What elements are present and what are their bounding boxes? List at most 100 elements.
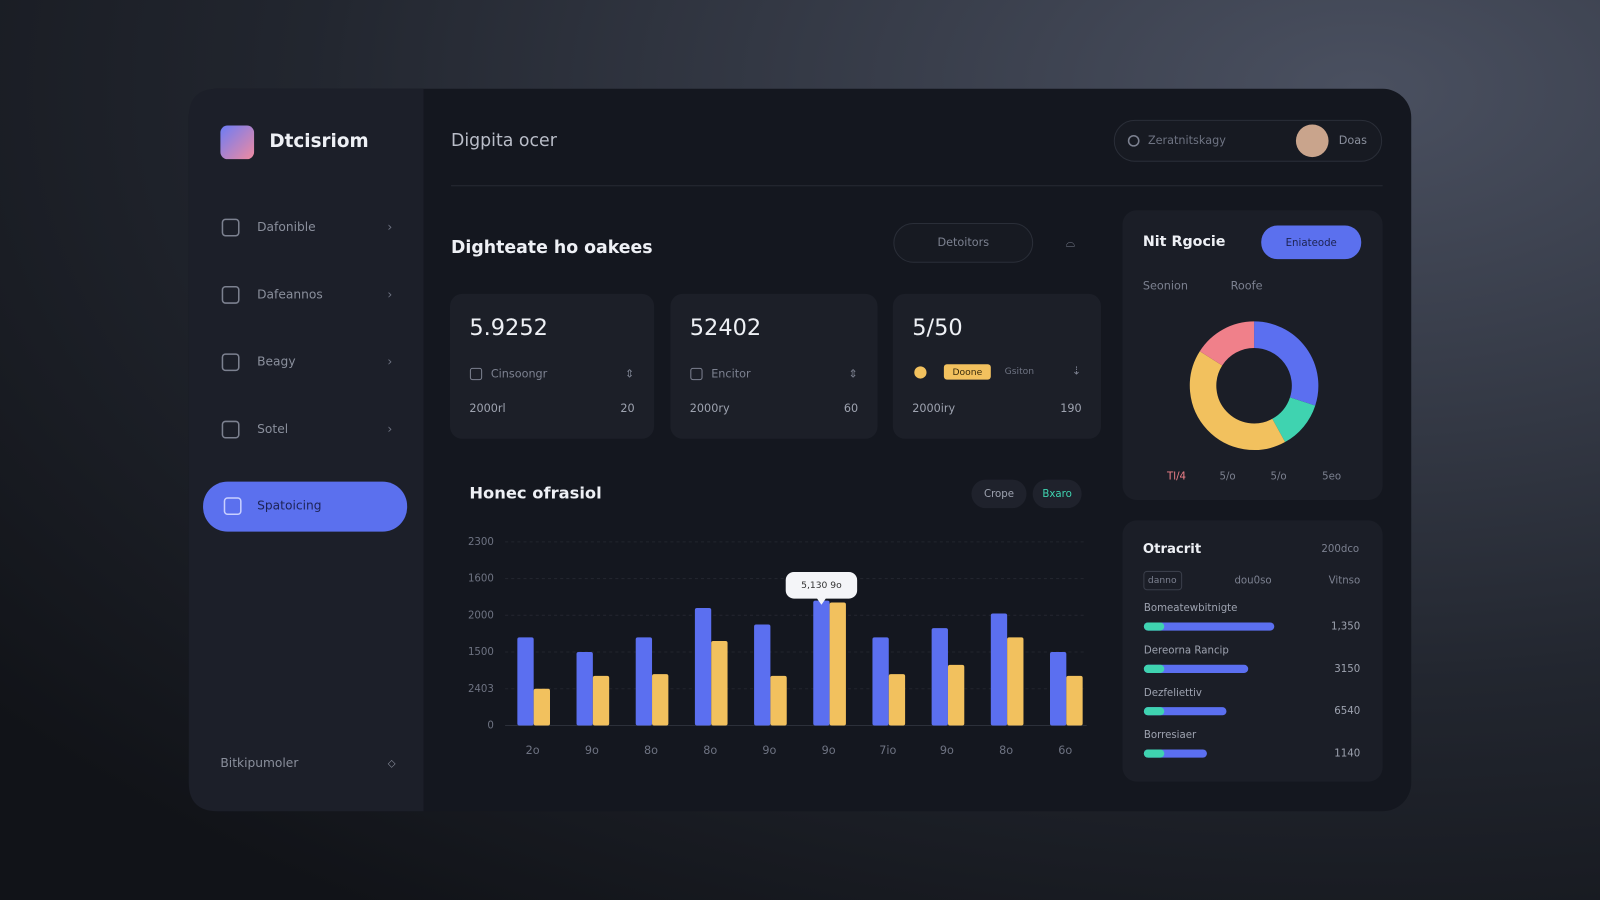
donut-subhead: Roofe xyxy=(1231,280,1263,293)
bar xyxy=(770,675,787,726)
avatar[interactable] xyxy=(1295,124,1329,158)
tab[interactable]: Vitnso xyxy=(1329,576,1361,587)
tooltip xyxy=(785,572,858,599)
nav-chevron: › xyxy=(387,220,392,234)
stat-action[interactable]: ⇕ xyxy=(848,367,857,380)
progress-accent xyxy=(1143,622,1165,631)
progress-accent xyxy=(1143,664,1165,673)
app-window xyxy=(188,88,1412,812)
list-panel xyxy=(1122,520,1383,782)
bar xyxy=(990,613,1008,726)
panel-button[interactable] xyxy=(1261,225,1362,260)
bar xyxy=(517,637,534,726)
row-value: 6540 xyxy=(1334,706,1360,717)
stat-value: 52402 xyxy=(690,315,761,341)
more-icon[interactable]: ⌓ xyxy=(1066,235,1076,249)
row-name: Dereorna Rancip xyxy=(1144,646,1229,657)
bar xyxy=(931,628,948,726)
bar xyxy=(829,602,846,726)
tab[interactable]: dou0so xyxy=(1234,576,1271,587)
x-tick-label: 8o xyxy=(703,744,717,757)
stat-period: 2000ry xyxy=(690,402,730,415)
y-tick-label: 2000 xyxy=(468,610,494,621)
user-name: Doas xyxy=(1339,134,1367,147)
panel-button-label: Eniateode xyxy=(1286,238,1337,249)
tab-box[interactable] xyxy=(1143,570,1183,591)
stat-period: 2000iry xyxy=(912,402,955,415)
chart-toggle-label: Bxaro xyxy=(1042,489,1071,500)
x-tick-label: 2o xyxy=(526,744,540,757)
bar xyxy=(1050,652,1067,726)
list-panel-meta: 200dco xyxy=(1321,544,1359,555)
y-tick-label: 2300 xyxy=(468,537,494,548)
stat-icon xyxy=(690,367,703,381)
nav-icon xyxy=(221,285,240,304)
nav-label[interactable]: Dafonible xyxy=(257,220,316,234)
donut-panel-title: Nit Rgocie xyxy=(1143,234,1226,250)
row-name: Dezfeliettiv xyxy=(1144,688,1202,699)
progress-accent xyxy=(1143,707,1165,716)
donut-segment xyxy=(1253,321,1319,406)
bar xyxy=(652,674,669,726)
stat-label: Cinsoongr xyxy=(491,367,548,380)
nav-icon xyxy=(221,353,240,372)
bar xyxy=(754,624,771,726)
donut-legend-label: Tl/4 xyxy=(1166,472,1186,483)
tab[interactable]: danno xyxy=(1148,575,1177,586)
page-title: Digpita ocer xyxy=(451,131,558,151)
donut-legend-label: 5/o xyxy=(1270,472,1286,483)
bar xyxy=(576,652,593,726)
chart-toggle[interactable] xyxy=(971,479,1027,509)
bar xyxy=(1007,637,1024,726)
chart-toggle[interactable] xyxy=(1032,479,1082,509)
stat-action[interactable]: ⇕ xyxy=(625,367,634,380)
x-tick-label: 6o xyxy=(1058,744,1072,757)
search-placeholder: Zeratnitskagy xyxy=(1148,134,1226,147)
row-value: 1,350 xyxy=(1331,622,1360,633)
nav-label[interactable]: Dafeannos xyxy=(257,287,323,301)
row-name: Bomeatewbitnigte xyxy=(1144,603,1238,614)
chart-title: Honec ofrasiol xyxy=(469,483,601,502)
brand: Dtcisriom xyxy=(269,131,368,152)
y-tick-label: 2403 xyxy=(468,684,494,695)
progress-bar xyxy=(1143,664,1249,673)
x-tick-label: 8o xyxy=(644,744,658,757)
bar xyxy=(592,675,610,726)
stat-icon xyxy=(469,367,483,381)
stat-delta: 60 xyxy=(844,402,858,415)
bar xyxy=(533,688,550,726)
nav-label[interactable]: Spatoicing xyxy=(257,499,321,513)
x-tick-label: 9o xyxy=(940,744,954,757)
y-tick-label: 1600 xyxy=(468,574,494,585)
filter-button[interactable] xyxy=(893,222,1034,263)
nav-icon xyxy=(221,218,240,237)
bar xyxy=(888,674,906,726)
nav-label[interactable]: Sotel xyxy=(257,422,288,436)
donut-panel xyxy=(1122,210,1383,500)
x-tick-label: 7io xyxy=(879,744,896,757)
bar xyxy=(711,641,728,726)
footer-icon: ◇ xyxy=(388,758,396,769)
sidebar-footer[interactable]: Bitkipumoler xyxy=(220,756,299,770)
donut-segment xyxy=(1271,396,1316,443)
stat-period: 2000rl xyxy=(469,402,505,415)
stat-card xyxy=(892,293,1102,439)
nav-item-active[interactable] xyxy=(203,481,408,532)
x-tick-label: 8o xyxy=(999,744,1013,757)
progress-bar xyxy=(1143,622,1275,631)
filter-button-label: Detoitors xyxy=(937,236,989,249)
progress-bar xyxy=(1143,707,1227,716)
stat-delta: 190 xyxy=(1060,402,1081,415)
donut-legend-label: 5/o xyxy=(1219,472,1235,483)
donut-subhead: Seonion xyxy=(1143,280,1188,293)
bar xyxy=(813,600,830,726)
nav-label[interactable]: Beagy xyxy=(257,355,295,369)
stat-card xyxy=(670,293,878,439)
stat-action[interactable]: ⇣ xyxy=(1072,364,1081,377)
x-tick-label: 9o xyxy=(585,744,599,757)
row-value: 1140 xyxy=(1334,749,1360,760)
sidebar xyxy=(188,88,424,812)
nav-chevron: › xyxy=(387,422,392,436)
